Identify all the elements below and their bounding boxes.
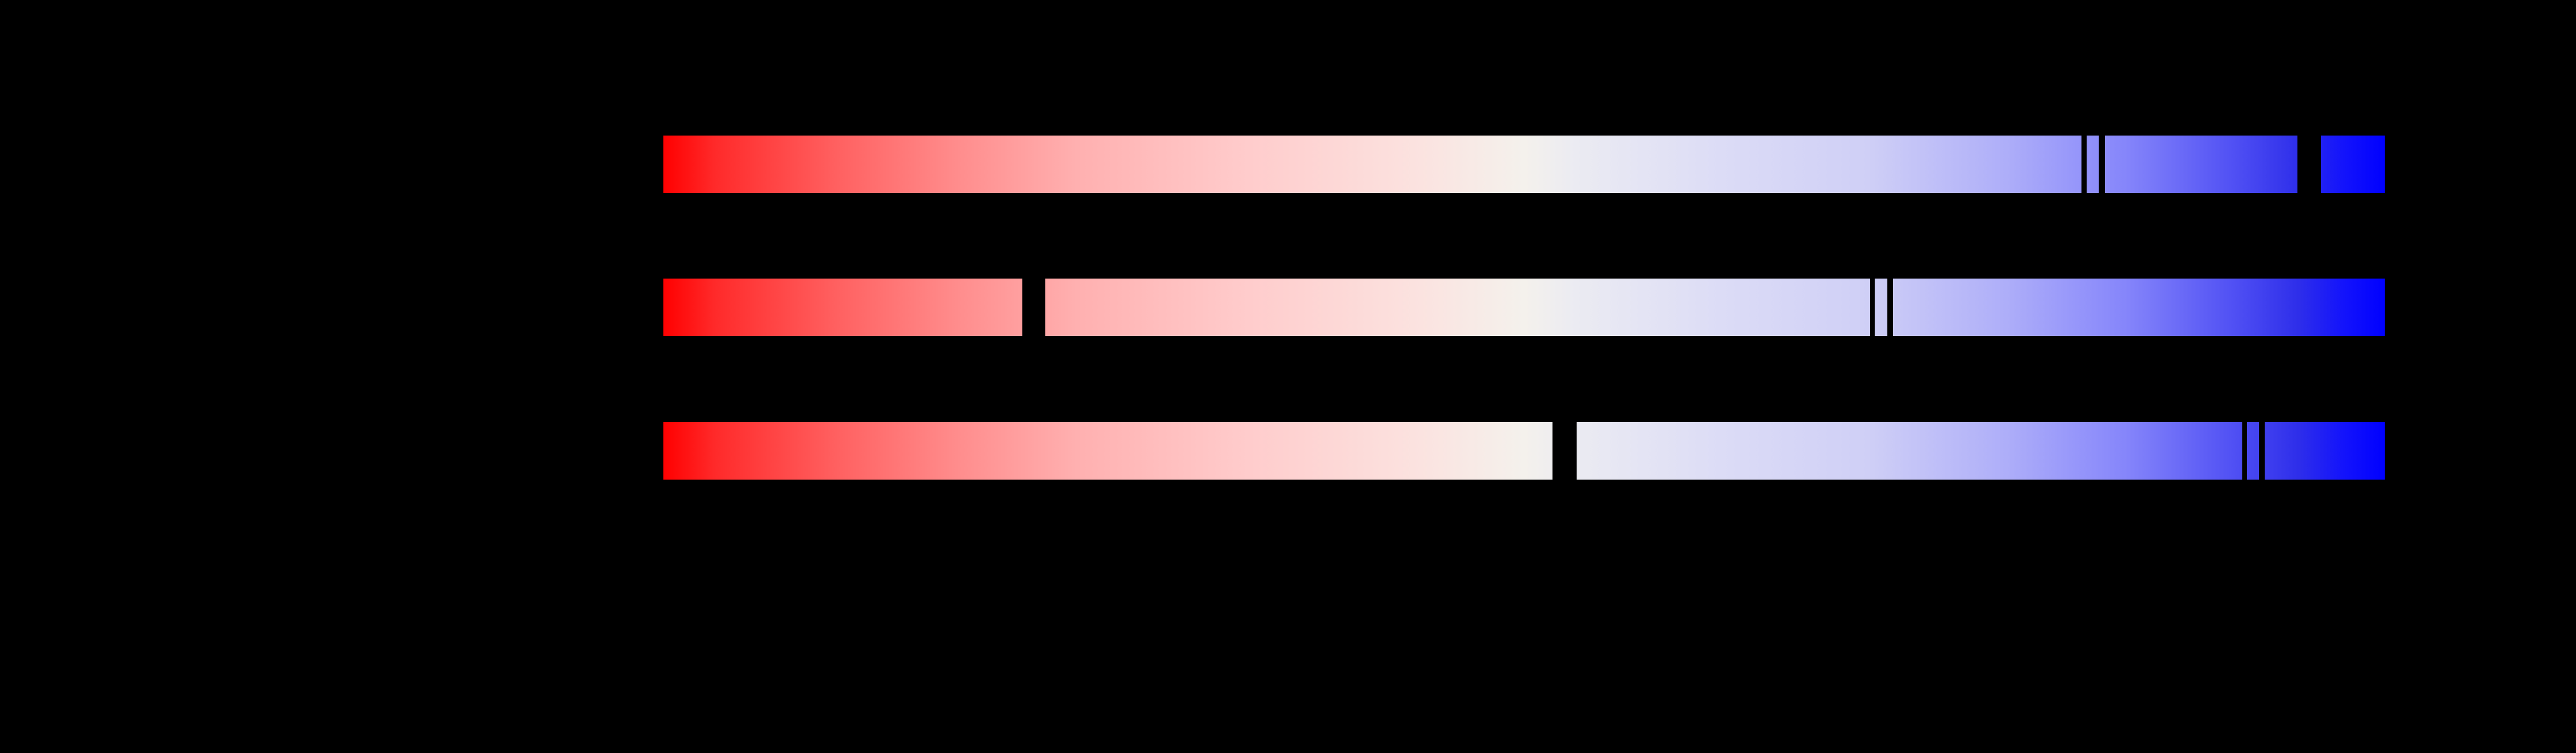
row-2-gradient-bar — [663, 277, 2385, 337]
gap-notch-marker — [1022, 277, 1045, 337]
tick-notch-marker — [2242, 421, 2247, 481]
row-1-gradient-bar — [663, 134, 2385, 194]
tick-notch-marker — [1870, 277, 1875, 337]
tick-notch-marker — [2259, 421, 2265, 481]
tick-notch-marker — [2081, 134, 2087, 194]
row-3-gradient-bar — [663, 421, 2385, 481]
gap-notch-marker — [1552, 421, 1577, 481]
gap-notch-marker — [2297, 134, 2321, 194]
tick-notch-marker — [1887, 277, 1893, 337]
tick-notch-marker — [2099, 134, 2105, 194]
